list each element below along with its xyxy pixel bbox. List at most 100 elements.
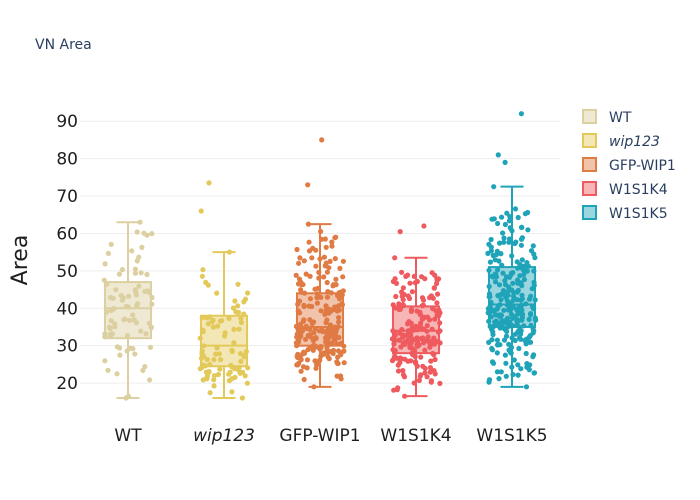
data-point [522,211,529,217]
legend-item[interactable]: WT [582,109,632,126]
data-point [322,236,328,242]
data-point [329,243,335,249]
data-point [498,297,504,303]
data-point [502,221,508,228]
data-point [235,281,241,287]
data-point [113,287,119,293]
data-point [501,307,507,313]
data-point [399,269,405,275]
data-point [514,297,521,303]
data-point [107,324,113,330]
data-point [336,296,343,302]
data-point [500,270,506,276]
legend-swatch [582,157,597,172]
data-point [340,258,346,264]
data-point [431,285,437,291]
data-point [435,291,441,297]
data-point [409,289,415,295]
data-point [325,335,331,341]
x-tick-label: wip123 [193,426,255,446]
data-point [432,316,438,322]
legend-swatch [582,133,597,148]
data-point [198,208,204,214]
data-point [394,355,400,361]
data-point [324,328,330,334]
data-point [329,239,335,245]
data-point [138,328,144,334]
box-iqr[interactable] [103,281,153,340]
data-point [141,230,147,236]
data-point [422,370,428,376]
data-point [314,300,320,306]
data-point [416,377,422,384]
data-point [504,328,510,334]
data-point [510,280,516,286]
data-point [400,297,406,303]
data-point [206,180,212,186]
data-point [323,244,329,250]
data-point [523,350,529,357]
data-point [496,376,502,382]
data-point [501,337,508,343]
data-point [519,296,525,302]
data-point [321,274,327,280]
box-iqr[interactable] [199,314,249,368]
data-point [110,295,116,301]
data-point [519,257,525,263]
legend-item[interactable]: wip123 [582,133,660,150]
data-point [434,276,440,282]
data-point [132,270,138,276]
legend-item[interactable]: GFP-WIP1 [582,157,676,174]
data-point [425,334,431,340]
data-point [213,351,219,357]
y-tick-label: 40 [56,299,78,319]
data-point [488,314,494,320]
legend-label: wip123 [609,134,660,150]
data-point [331,336,337,343]
data-point [132,266,138,272]
data-point [328,331,334,337]
data-point [318,308,324,314]
data-point [406,295,413,302]
data-point [301,317,307,323]
data-point [140,367,146,373]
data-point [136,283,142,289]
data-point [429,270,435,276]
data-point [413,323,419,329]
data-point [298,281,304,288]
data-point [333,329,339,335]
data-point [517,273,523,279]
data-point [490,331,496,338]
data-point [210,324,216,330]
data-point [428,358,434,364]
data-point [222,333,228,339]
data-point [332,256,338,262]
data-point [518,336,524,342]
data-point [424,374,430,380]
data-point [211,357,217,363]
data-point [330,307,336,313]
data-point [303,271,309,277]
box-iqr[interactable] [295,292,345,347]
data-point [229,347,235,353]
data-point [408,306,415,313]
y-tick-label: 70 [56,187,78,207]
data-point [515,372,521,378]
legend-item[interactable]: W1S1K5 [582,205,668,222]
data-point [300,364,307,370]
data-point [504,210,510,216]
legend-item[interactable]: W1S1K4 [582,181,668,198]
data-point [331,282,337,288]
data-point [230,305,236,311]
box-iqr[interactable] [487,266,537,328]
data-point [324,269,330,275]
data-point [310,346,316,352]
data-point [418,354,424,360]
data-point [237,351,244,357]
data-point [149,231,155,237]
data-point [528,311,534,317]
y-axis-label: Area [8,235,33,286]
data-point [495,220,501,227]
